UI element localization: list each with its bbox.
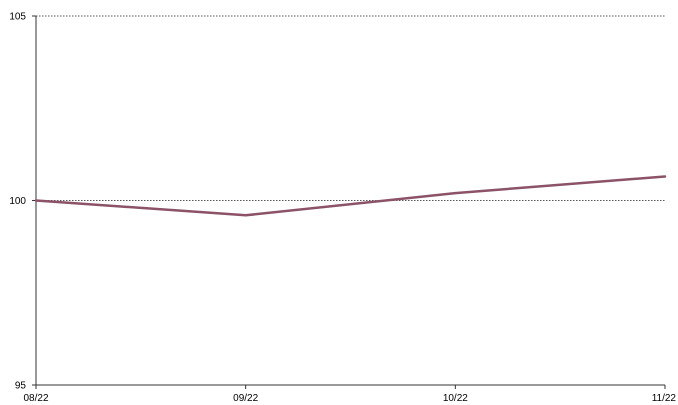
series-layer [34,175,667,217]
x-tick-label-0: 08/22 [23,393,48,404]
y-tick-label-105: 105 [9,12,26,23]
x-tick-label-2: 10/22 [443,393,468,404]
series-line-0 [34,175,667,217]
x-tick-label-3: 11/22 [652,393,677,404]
y-axis-ticks: 95 100 105 [9,12,36,392]
y-tick-label-95: 95 [15,381,27,392]
x-tick-label-1: 09/22 [233,393,258,404]
gridlines [36,15,665,201]
x-axis-ticks: 08/22 09/22 10/22 11/22 [23,385,676,404]
y-tick-label-100: 100 [9,196,26,207]
